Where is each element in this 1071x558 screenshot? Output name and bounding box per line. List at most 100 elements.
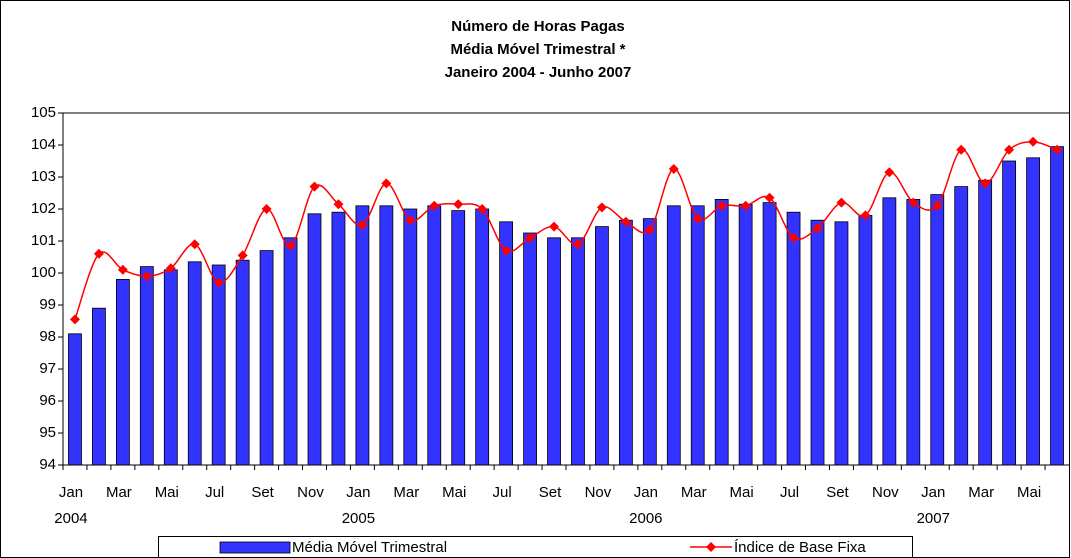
x-year-label: 2005: [342, 510, 375, 527]
y-tick-label: 102: [31, 200, 56, 217]
x-tick-label: Mai: [442, 484, 466, 501]
x-tick-label: Mar: [106, 484, 132, 501]
marker: [549, 221, 560, 232]
bar: [187, 261, 202, 466]
x-tick-label: Mar: [393, 484, 419, 501]
x-tick-label: Nov: [872, 484, 899, 501]
marker: [405, 215, 416, 226]
bar: [810, 219, 825, 466]
marker: [716, 200, 727, 211]
y-tick-label: 95: [39, 424, 56, 441]
marker: [692, 213, 703, 224]
marker: [93, 248, 104, 259]
marker: [429, 200, 440, 211]
bar: [235, 259, 250, 466]
bar: [355, 205, 370, 466]
bar: [331, 211, 346, 466]
bar: [475, 208, 490, 466]
chart-subtitle: Média Móvel Trimestral *: [450, 41, 625, 58]
marker: [333, 199, 344, 210]
legend-label: Índice de Base Fixa: [734, 539, 866, 556]
x-tick-label: Mai: [730, 484, 754, 501]
bar: [259, 250, 274, 466]
bar: [906, 198, 921, 466]
x-year-label: 2006: [629, 510, 662, 527]
marker: [261, 204, 272, 214]
bar: [882, 197, 897, 466]
bar: [954, 186, 969, 466]
marker: [932, 200, 943, 211]
marker: [884, 167, 895, 178]
marker: [620, 216, 631, 227]
marker: [213, 277, 224, 288]
y-tick-label: 101: [31, 232, 56, 249]
bar: [571, 237, 585, 466]
chart-subtitle: Janeiro 2004 - Junho 2007: [445, 64, 632, 81]
bar: [307, 213, 322, 466]
bar: [283, 237, 298, 466]
bar: [115, 278, 130, 466]
y-tick-label: 97: [39, 360, 56, 377]
bar: [547, 237, 561, 466]
x-tick-label: Nov: [297, 484, 324, 501]
bar: [786, 211, 801, 466]
marker: [980, 178, 991, 189]
y-tick-label: 100: [31, 264, 56, 281]
x-tick-label: Mai: [1017, 484, 1041, 501]
x-tick-label: Jul: [205, 484, 224, 501]
marker: [141, 271, 152, 282]
marker: [189, 239, 200, 250]
chart-title: Número de Horas Pagas: [451, 18, 624, 35]
marker: [381, 178, 392, 189]
bar: [690, 205, 705, 466]
x-tick-label: Mar: [968, 484, 994, 501]
x-tick-label: Jul: [780, 484, 799, 501]
x-year-label: 2004: [54, 510, 87, 527]
bar: [499, 221, 514, 466]
bar: [139, 266, 154, 466]
marker: [956, 144, 967, 155]
marker: [165, 263, 176, 274]
legend-swatch: [219, 541, 291, 554]
bar: [642, 218, 657, 466]
marker: [764, 192, 775, 203]
x-tick-label: Set: [539, 484, 562, 501]
marker: [1004, 144, 1015, 155]
x-tick-label: Jul: [493, 484, 512, 501]
x-tick-label: Jan: [634, 484, 658, 501]
x-tick-label: Jan: [59, 484, 83, 501]
legend-label: Média Móvel Trimestral: [292, 539, 447, 556]
marker: [1052, 144, 1063, 155]
bar: [68, 333, 82, 466]
bar: [163, 269, 178, 466]
y-tick-label: 105: [31, 104, 56, 121]
x-tick-label: Set: [251, 484, 274, 501]
marker: [357, 220, 368, 230]
y-tick-label: 103: [31, 168, 56, 185]
marker: [668, 164, 679, 174]
y-tick-label: 104: [31, 136, 56, 153]
marker: [596, 202, 607, 213]
bar: [666, 205, 681, 466]
bar: [451, 210, 466, 466]
marker: [501, 245, 512, 256]
bar: [1002, 160, 1017, 466]
bar: [762, 202, 777, 466]
y-tick-label: 94: [39, 456, 56, 473]
bar: [1026, 157, 1040, 466]
marker: [572, 239, 583, 250]
bar: [738, 203, 753, 466]
bar: [595, 226, 609, 466]
marker: [740, 200, 751, 211]
marker: [453, 199, 464, 210]
marker: [525, 232, 536, 243]
marker: [788, 232, 799, 243]
marker: [836, 197, 847, 208]
y-tick-label: 99: [39, 296, 56, 313]
bar: [834, 221, 849, 466]
y-tick-label: 98: [39, 328, 56, 345]
y-tick-label: 96: [39, 392, 56, 409]
bar: [930, 194, 945, 466]
